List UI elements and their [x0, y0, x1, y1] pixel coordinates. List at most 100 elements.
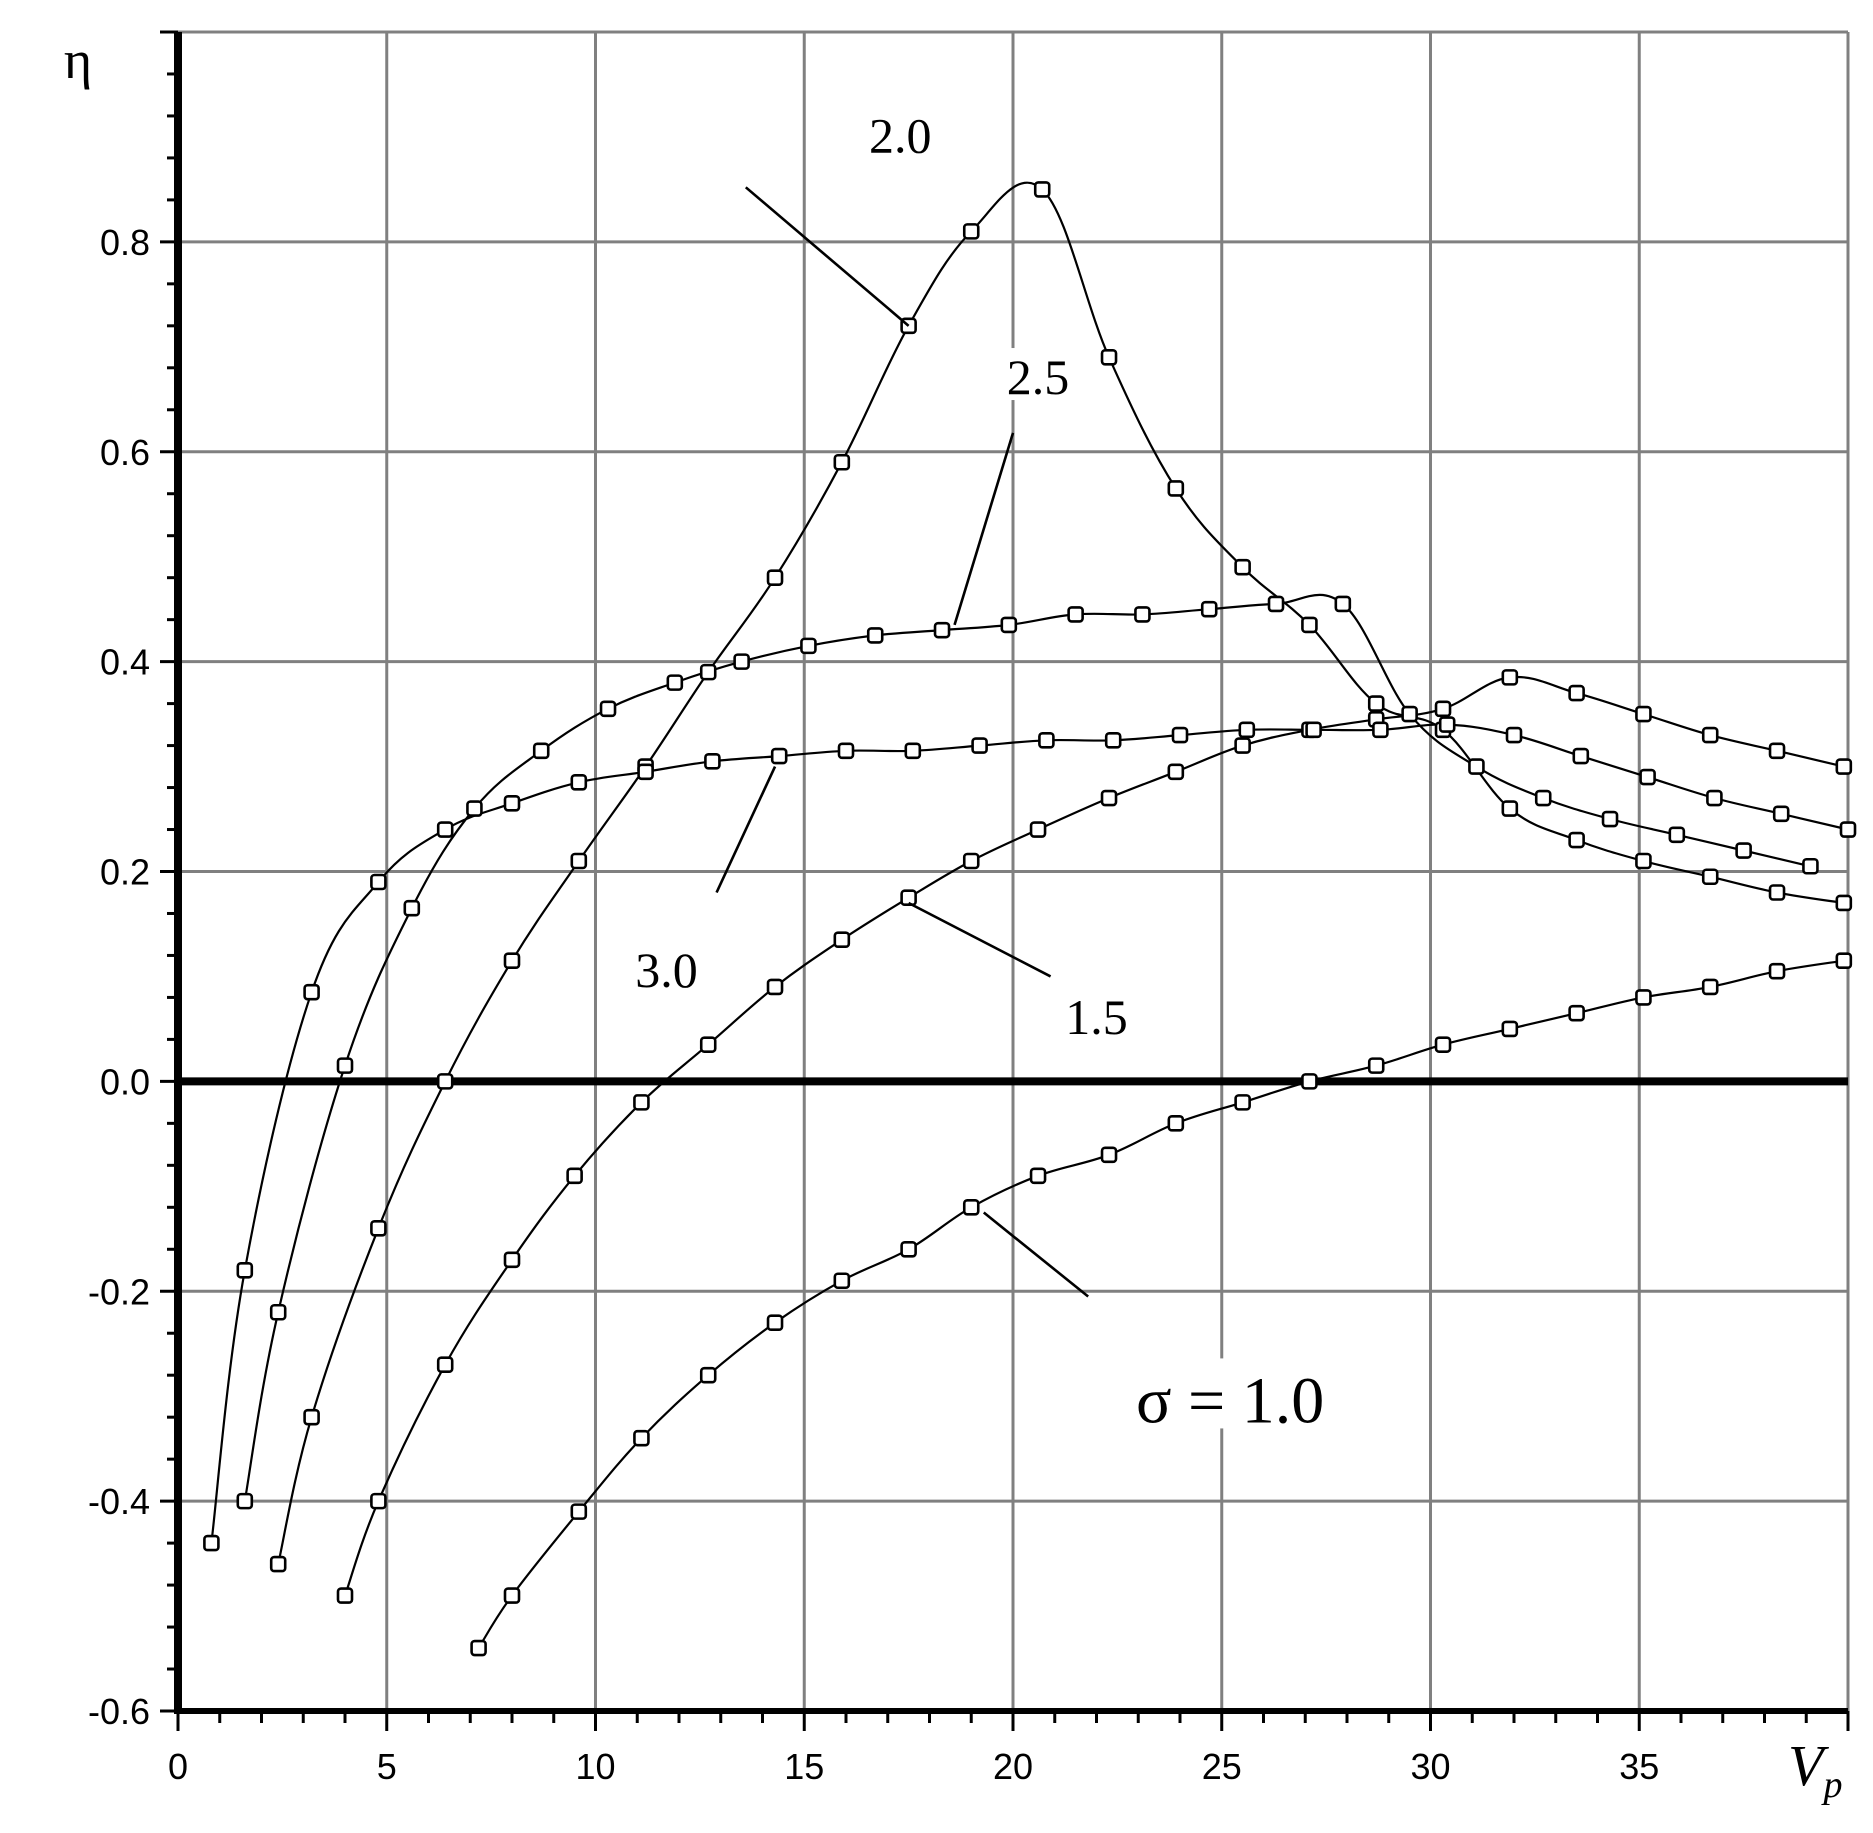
data-point [436, 1356, 454, 1374]
y-tick-label: -0.2 [88, 1271, 150, 1312]
x-tick-label: 10 [575, 1746, 615, 1787]
series-line [343, 675, 1845, 1596]
data-point [470, 1639, 487, 1657]
x-tick-label: 5 [377, 1746, 397, 1787]
y-tick-label: -0.4 [88, 1481, 150, 1522]
data-point [503, 794, 521, 812]
x-tick-label: 35 [1619, 1746, 1659, 1787]
data-point [962, 1199, 980, 1216]
data-point [1372, 721, 1389, 739]
x-tick-label: 30 [1410, 1746, 1450, 1787]
data-point [570, 852, 588, 870]
data-point [336, 1057, 354, 1074]
data-point [904, 742, 922, 760]
x-tick-label: 0 [168, 1746, 188, 1787]
data-point [1104, 732, 1122, 749]
data-point [1171, 726, 1189, 744]
data-point [436, 821, 454, 838]
data-point [1100, 789, 1118, 807]
data-point [1701, 726, 1719, 744]
data-point [1772, 805, 1790, 823]
data-point [699, 663, 717, 681]
data-point [370, 873, 387, 891]
data-point [1100, 349, 1118, 366]
data-point [900, 1240, 917, 1258]
data-point [236, 1492, 254, 1510]
annotation-leader-line [908, 901, 1052, 978]
series-line [277, 181, 1844, 1565]
data-point [403, 899, 421, 917]
markers-layer [203, 181, 1857, 1657]
data-point [1706, 789, 1723, 807]
annotations: 2.0 2.5 3.0 1.5 σ = 1.0 [616, 106, 1346, 1437]
data-point [1234, 737, 1251, 754]
data-point [566, 1167, 583, 1185]
data-point [1401, 705, 1418, 723]
data-point [733, 653, 750, 670]
data-point [1000, 616, 1018, 634]
data-point [1234, 1094, 1251, 1111]
data-point [1568, 831, 1585, 849]
data-point [1835, 952, 1853, 969]
axes [160, 30, 1850, 1731]
data-point [1167, 1115, 1185, 1132]
data-point [766, 1314, 784, 1332]
data-point [1768, 742, 1786, 760]
data-point [532, 742, 550, 760]
data-point [1534, 789, 1552, 807]
data-point [1038, 732, 1055, 749]
data-point [971, 737, 988, 754]
data-point [833, 453, 851, 471]
annotation-background [1115, 1358, 1346, 1429]
annotation-leader-line [982, 1211, 1089, 1298]
data-point [1134, 606, 1151, 623]
data-point [666, 674, 684, 691]
data-point [336, 1587, 354, 1604]
data-point [1267, 595, 1285, 613]
data-point [704, 753, 721, 770]
data-point [800, 637, 817, 655]
y-tick-label: 0.0 [100, 1061, 150, 1102]
annotation-leader-line [744, 186, 910, 327]
series-annotation-label: 2.0 [869, 108, 932, 164]
data-point [599, 700, 617, 718]
data-point [933, 621, 951, 639]
x-tick-label: 15 [784, 1746, 824, 1787]
data-point [436, 1073, 454, 1090]
data-point [303, 983, 320, 1001]
annotation-background [616, 940, 717, 993]
annotation-background [1046, 988, 1147, 1041]
y-tick-label: 0.6 [100, 432, 150, 473]
x-axis-label-subscript: p [1820, 1764, 1842, 1806]
data-point [1635, 705, 1652, 723]
annotation-leader-line [715, 766, 777, 894]
data-point [1029, 1167, 1047, 1185]
x-axis-label: Vp [1788, 1733, 1842, 1806]
series-line [210, 723, 1849, 1544]
data-point [466, 800, 483, 817]
data-point [1234, 558, 1251, 576]
series-annotation-label: 2.5 [1007, 349, 1070, 405]
data-point [1735, 842, 1752, 859]
y-tick-label: 0.8 [100, 222, 150, 263]
data-point [503, 952, 521, 969]
data-point [1100, 1146, 1118, 1164]
data-point [1635, 989, 1652, 1006]
data-point [370, 1492, 387, 1510]
data-point [770, 747, 788, 765]
data-point [1768, 962, 1786, 980]
y-tick-label: -0.6 [88, 1691, 150, 1732]
series-annotation-label: σ = 1.0 [1136, 1364, 1324, 1437]
data-point [570, 1503, 588, 1520]
data-point [1167, 480, 1185, 497]
data-point [699, 1036, 717, 1053]
data-point [1568, 684, 1585, 702]
data-point [1367, 1057, 1385, 1074]
data-point [1029, 821, 1047, 838]
data-point [1802, 857, 1819, 875]
data-point [1768, 884, 1786, 901]
data-point [633, 1094, 650, 1111]
data-point [1568, 1004, 1585, 1022]
data-point [1639, 768, 1656, 786]
